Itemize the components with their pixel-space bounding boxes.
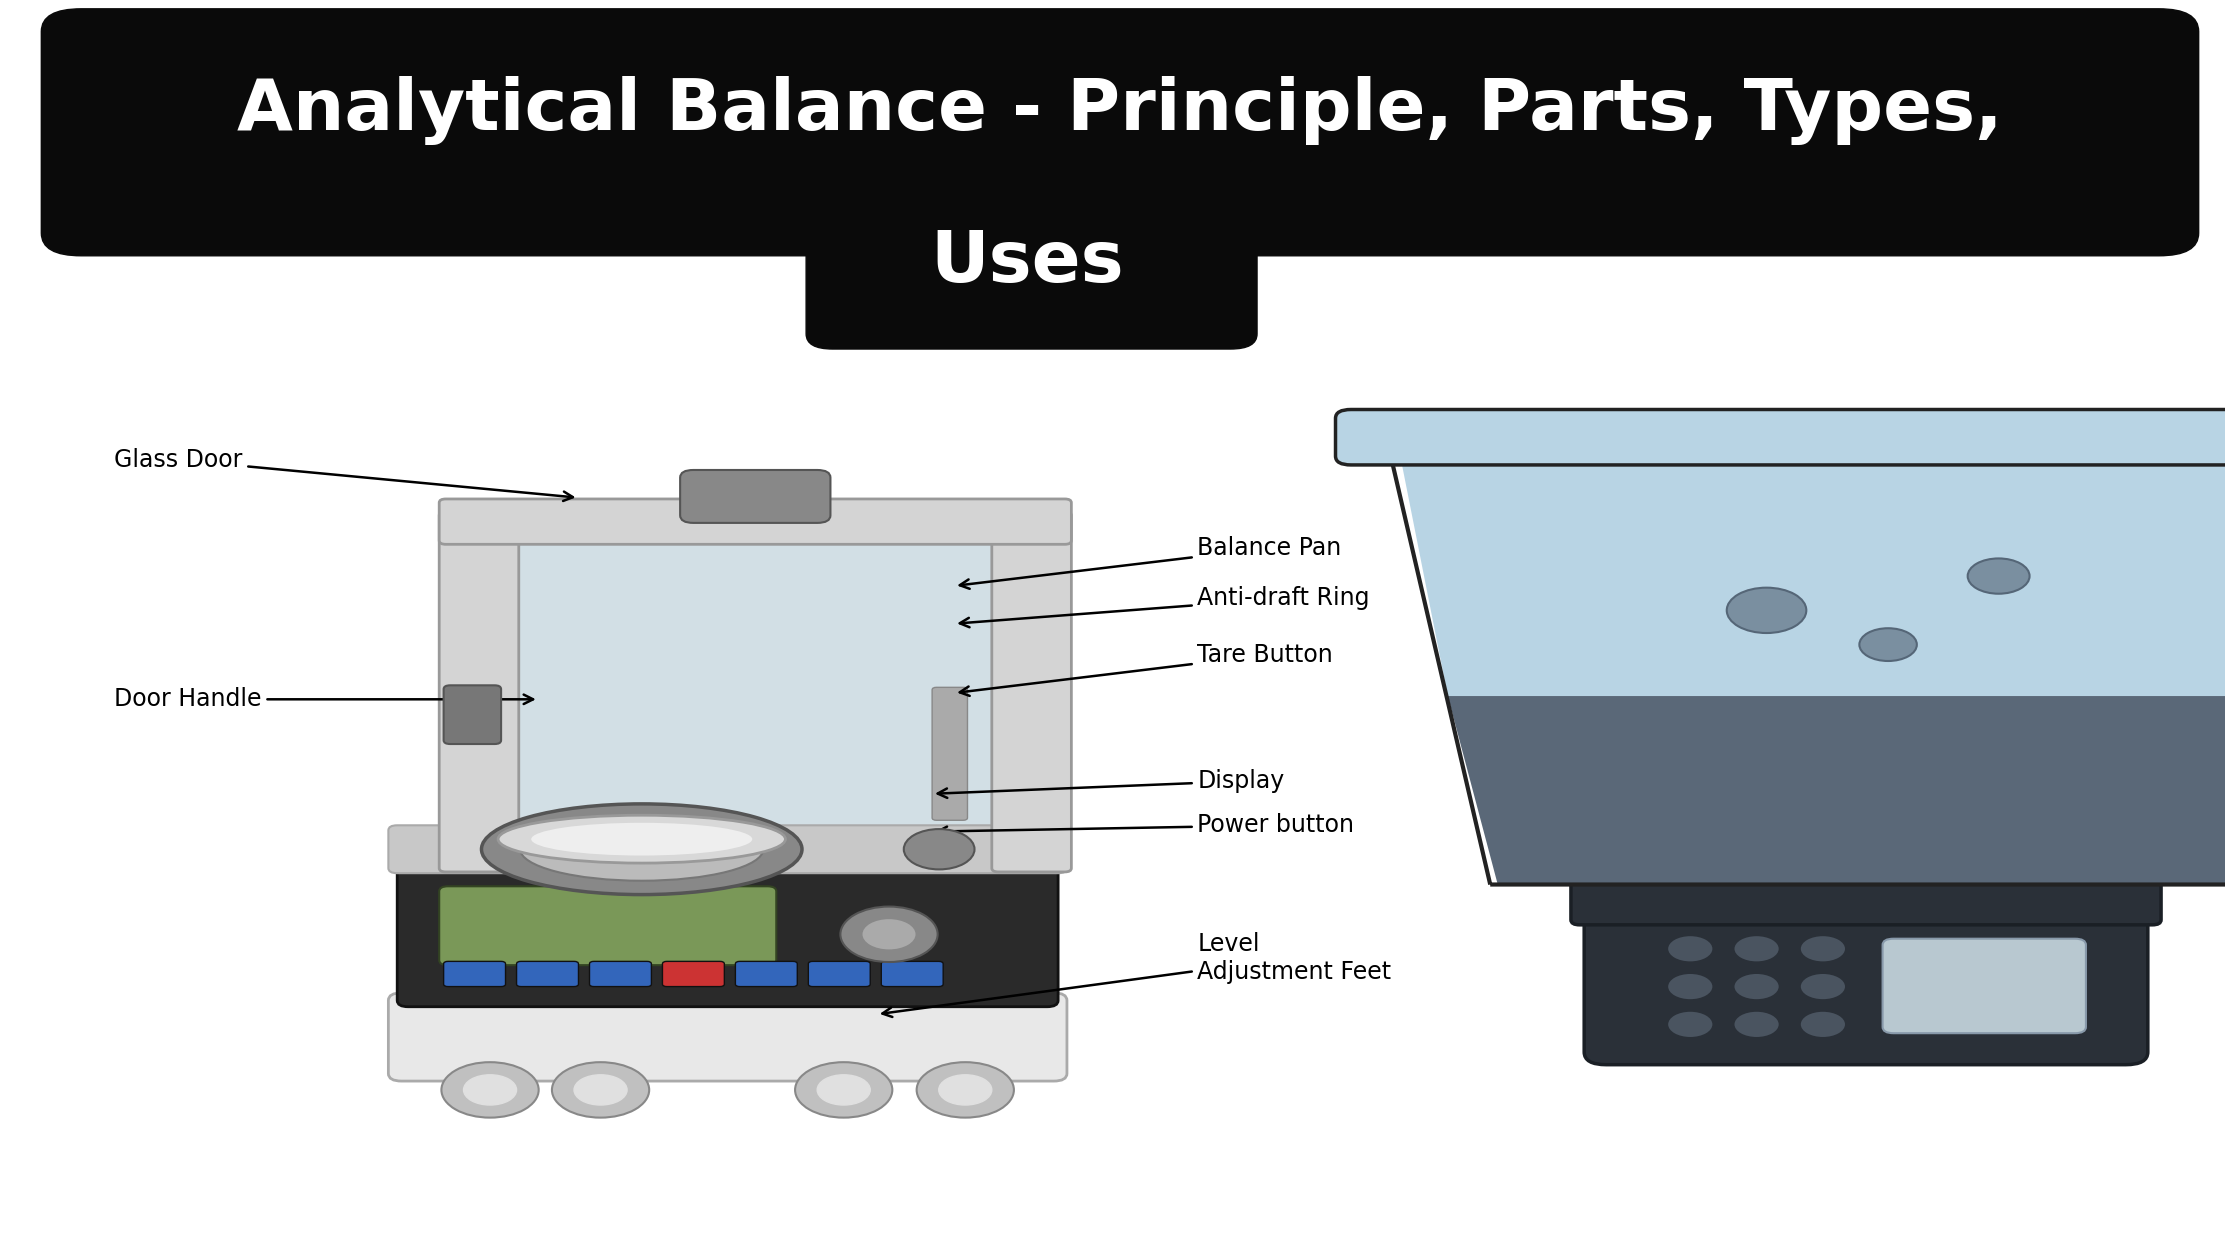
FancyBboxPatch shape <box>396 862 1057 1007</box>
Circle shape <box>840 907 939 963</box>
FancyBboxPatch shape <box>806 205 1257 349</box>
Circle shape <box>573 1075 627 1105</box>
Text: Glass Door: Glass Door <box>114 447 573 501</box>
Ellipse shape <box>531 823 753 856</box>
Circle shape <box>939 1075 992 1105</box>
FancyBboxPatch shape <box>663 961 724 987</box>
FancyBboxPatch shape <box>1882 939 2085 1033</box>
Text: Uses: Uses <box>930 228 1124 296</box>
FancyBboxPatch shape <box>735 961 797 987</box>
Polygon shape <box>573 530 936 868</box>
Text: Display: Display <box>939 769 1284 798</box>
FancyBboxPatch shape <box>517 961 578 987</box>
Polygon shape <box>936 530 1004 868</box>
FancyBboxPatch shape <box>40 9 2200 256</box>
Ellipse shape <box>497 815 786 863</box>
FancyBboxPatch shape <box>681 470 831 523</box>
FancyBboxPatch shape <box>1335 410 2240 465</box>
FancyBboxPatch shape <box>880 961 943 987</box>
Circle shape <box>916 1062 1015 1118</box>
FancyBboxPatch shape <box>388 825 1066 873</box>
Ellipse shape <box>482 804 802 895</box>
Circle shape <box>441 1062 538 1118</box>
FancyBboxPatch shape <box>444 961 506 987</box>
Text: Anti-draft Ring: Anti-draft Ring <box>959 586 1371 627</box>
Circle shape <box>464 1075 517 1105</box>
Polygon shape <box>1400 456 2240 696</box>
Polygon shape <box>508 530 573 868</box>
Circle shape <box>1669 1012 1711 1037</box>
FancyBboxPatch shape <box>932 688 968 820</box>
Text: Power button: Power button <box>939 813 1355 838</box>
Text: Analytical Balance - Principle, Parts, Types,: Analytical Balance - Principle, Parts, T… <box>237 77 2003 145</box>
Ellipse shape <box>520 818 764 881</box>
Circle shape <box>1669 974 1711 999</box>
Circle shape <box>1734 936 1779 961</box>
Circle shape <box>1669 936 1711 961</box>
FancyBboxPatch shape <box>439 512 520 872</box>
Circle shape <box>1727 587 1805 633</box>
Circle shape <box>1734 974 1779 999</box>
Circle shape <box>1801 1012 1846 1037</box>
Circle shape <box>1967 558 2029 593</box>
Text: Level
Adjustment Feet: Level Adjustment Feet <box>883 931 1391 1017</box>
Circle shape <box>818 1075 869 1105</box>
Circle shape <box>795 1062 892 1118</box>
Text: Balance Pan: Balance Pan <box>959 536 1342 588</box>
FancyBboxPatch shape <box>1570 879 2162 925</box>
Circle shape <box>862 920 916 950</box>
FancyBboxPatch shape <box>508 515 1004 862</box>
Circle shape <box>1734 1012 1779 1037</box>
FancyBboxPatch shape <box>444 685 502 743</box>
Circle shape <box>551 1062 650 1118</box>
Circle shape <box>903 829 974 869</box>
FancyBboxPatch shape <box>1584 907 2148 1065</box>
Circle shape <box>1859 629 1917 662</box>
Text: Tare Button: Tare Button <box>959 643 1333 696</box>
Text: Door Handle: Door Handle <box>114 687 533 712</box>
FancyBboxPatch shape <box>439 499 1071 544</box>
FancyBboxPatch shape <box>388 993 1066 1081</box>
Polygon shape <box>1447 696 2240 885</box>
FancyBboxPatch shape <box>809 961 869 987</box>
FancyBboxPatch shape <box>589 961 652 987</box>
FancyBboxPatch shape <box>439 886 777 965</box>
FancyBboxPatch shape <box>992 512 1071 872</box>
Circle shape <box>1801 974 1846 999</box>
Circle shape <box>1801 936 1846 961</box>
